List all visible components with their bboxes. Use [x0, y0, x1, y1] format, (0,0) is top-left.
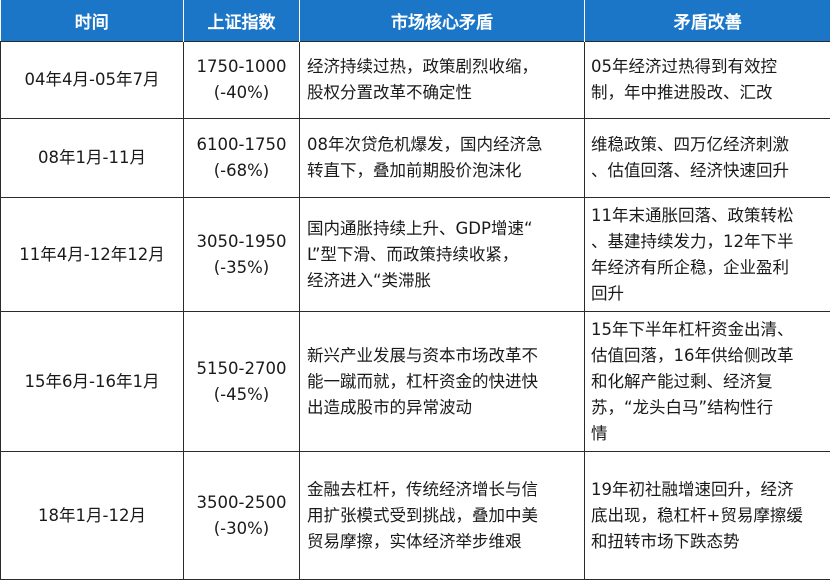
- core-line: 经济持续过热，政策剧烈收缩，: [307, 54, 576, 80]
- improve-line: 年经济有所企稳，企业盈利: [591, 255, 824, 281]
- improve-line: 11年末通胀回落、政策转松: [591, 203, 824, 229]
- index-range: 1750-1000: [184, 54, 299, 80]
- header-improvement: 矛盾改善: [585, 0, 830, 42]
- index-cell: 6100-1750 (-68%): [184, 119, 300, 198]
- improve-line: 情: [591, 421, 824, 447]
- core-line: 能一蹴而就，杠杆资金的快进快: [307, 369, 576, 395]
- core-conflict-cell: 金融去杠杆，传统经济增长与信 用扩张模式受到挑战，叠加中美 贸易摩擦，实体经济举…: [300, 452, 585, 580]
- index-change: (-40%): [184, 80, 299, 106]
- improvement-cell: 19年初社融增速回升，经济 底出现，稳杠杆+贸易摩擦缓 和扭转市场下跌态势: [585, 452, 830, 580]
- index-cell: 3500-2500 (-30%): [184, 452, 300, 580]
- time-cell: 04年4月-05年7月: [1, 42, 184, 119]
- index-range: 3500-2500: [184, 490, 299, 516]
- header-core-conflict: 市场核心矛盾: [300, 0, 585, 42]
- core-conflict-cell: 经济持续过热，政策剧烈收缩， 股权分置改革不确定性: [300, 42, 585, 119]
- improve-line: 苏，“龙头白马”结构性行: [591, 395, 824, 421]
- improve-line: 制，年中推进股改、汇改: [591, 80, 824, 106]
- index-cell: 3050-1950 (-35%): [184, 198, 300, 312]
- index-range: 3050-1950: [184, 229, 299, 255]
- table-row: 11年4月-12年12月 3050-1950 (-35%) 国内通胀持续上升、G…: [1, 198, 830, 312]
- improve-line: 维稳政策、四万亿经济刺激: [591, 132, 824, 158]
- core-line: 08年次贷危机爆发，国内经济急: [307, 132, 576, 158]
- improve-line: 15年下半年杠杆资金出清、: [591, 317, 824, 343]
- core-line: 股权分置改革不确定性: [307, 80, 576, 106]
- core-conflict-cell: 国内通胀持续上升、GDP增速“ L”型下滑、而政策持续收紧， 经济进入“类滞胀: [300, 198, 585, 312]
- index-change: (-68%): [184, 158, 299, 184]
- index-change: (-45%): [184, 382, 299, 408]
- time-cell: 11年4月-12年12月: [1, 198, 184, 312]
- core-line: 转直下，叠加前期股价泡沫化: [307, 158, 576, 184]
- time-cell: 18年1月-12月: [1, 452, 184, 580]
- table-row: 15年6月-16年1月 5150-2700 (-45%) 新兴产业发展与资本市场…: [1, 312, 830, 452]
- core-line: 经济进入“类滞胀: [307, 268, 576, 294]
- improve-line: 、基建持续发力，12年下半: [591, 229, 824, 255]
- time-cell: 08年1月-11月: [1, 119, 184, 198]
- index-range: 5150-2700: [184, 356, 299, 382]
- improvement-cell: 15年下半年杠杆资金出清、 估值回落，16年供给侧改革 和化解产能过剩、经济复 …: [585, 312, 830, 452]
- improve-line: 回升: [591, 281, 824, 307]
- header-row: 时间 上证指数 市场核心矛盾 矛盾改善: [1, 0, 830, 42]
- time-cell: 15年6月-16年1月: [1, 312, 184, 452]
- header-time: 时间: [1, 0, 184, 42]
- core-line: 新兴产业发展与资本市场改革不: [307, 343, 576, 369]
- table-row: 08年1月-11月 6100-1750 (-68%) 08年次贷危机爆发，国内经…: [1, 119, 830, 198]
- index-change: (-30%): [184, 516, 299, 542]
- index-change: (-35%): [184, 255, 299, 281]
- core-line: L”型下滑、而政策持续收紧，: [307, 242, 576, 268]
- header-index: 上证指数: [184, 0, 300, 42]
- core-conflict-cell: 08年次贷危机爆发，国内经济急 转直下，叠加前期股价泡沫化: [300, 119, 585, 198]
- improve-line: 19年初社融增速回升，经济: [591, 477, 824, 503]
- table-row: 18年1月-12月 3500-2500 (-30%) 金融去杠杆，传统经济增长与…: [1, 452, 830, 580]
- core-line: 用扩张模式受到挑战，叠加中美: [307, 503, 576, 529]
- improvement-cell: 11年末通胀回落、政策转松 、基建持续发力，12年下半 年经济有所企稳，企业盈利…: [585, 198, 830, 312]
- index-cell: 5150-2700 (-45%): [184, 312, 300, 452]
- core-conflict-cell: 新兴产业发展与资本市场改革不 能一蹴而就，杠杆资金的快进快 出造成股市的异常波动: [300, 312, 585, 452]
- improve-line: 和扭转市场下跌态势: [591, 529, 824, 555]
- core-line: 国内通胀持续上升、GDP增速“: [307, 216, 576, 242]
- improve-line: 05年经济过热得到有效控: [591, 54, 824, 80]
- improve-line: 估值回落，16年供给侧改革: [591, 343, 824, 369]
- improvement-cell: 05年经济过热得到有效控 制，年中推进股改、汇改: [585, 42, 830, 119]
- improve-line: 底出现，稳杠杆+贸易摩擦缓: [591, 503, 824, 529]
- table-row: 04年4月-05年7月 1750-1000 (-40%) 经济持续过热，政策剧烈…: [1, 42, 830, 119]
- improvement-cell: 维稳政策、四万亿经济刺激 、估值回落、经济快速回升: [585, 119, 830, 198]
- core-line: 出造成股市的异常波动: [307, 395, 576, 421]
- core-line: 贸易摩擦，实体经济举步维艰: [307, 529, 576, 555]
- improve-line: 、估值回落、经济快速回升: [591, 158, 824, 184]
- index-range: 6100-1750: [184, 132, 299, 158]
- improve-line: 和化解产能过剩、经济复: [591, 369, 824, 395]
- core-line: 金融去杠杆，传统经济增长与信: [307, 477, 576, 503]
- index-cell: 1750-1000 (-40%): [184, 42, 300, 119]
